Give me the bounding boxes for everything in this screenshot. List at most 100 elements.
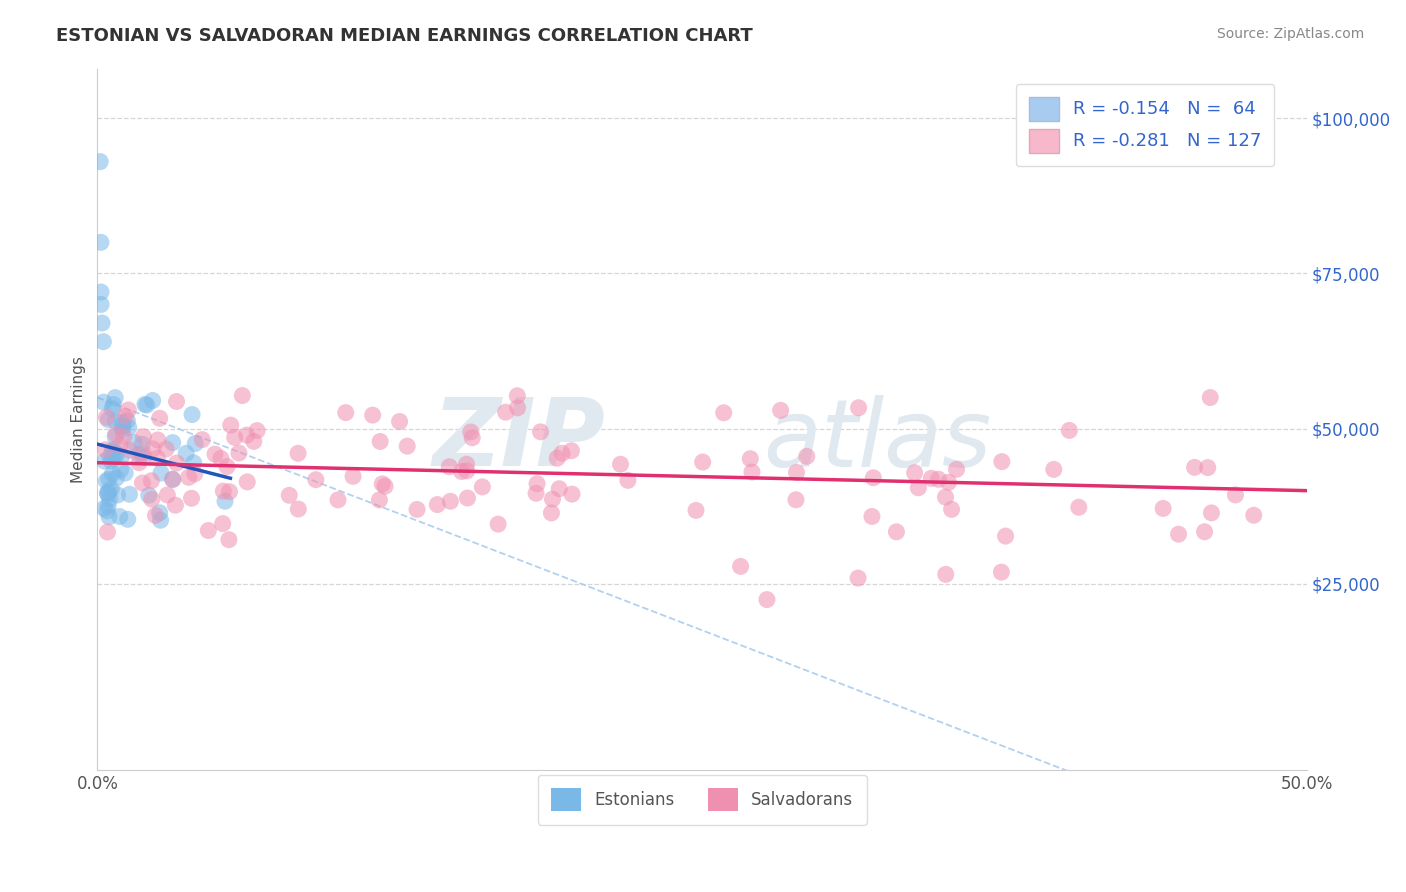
Point bbox=[685, 503, 707, 517]
Point bbox=[1184, 460, 1206, 475]
Point bbox=[730, 559, 752, 574]
Point bbox=[495, 405, 517, 419]
Point bbox=[89, 154, 111, 169]
Point bbox=[146, 451, 169, 466]
Point bbox=[548, 482, 571, 496]
Point bbox=[103, 398, 125, 412]
Point bbox=[132, 446, 155, 460]
Point bbox=[191, 433, 214, 447]
Point bbox=[114, 466, 136, 480]
Point bbox=[138, 488, 160, 502]
Point bbox=[287, 446, 309, 460]
Point bbox=[335, 406, 357, 420]
Point bbox=[128, 456, 150, 470]
Point bbox=[388, 415, 411, 429]
Point bbox=[184, 467, 207, 481]
Point bbox=[228, 446, 250, 460]
Point bbox=[96, 410, 118, 425]
Point bbox=[149, 506, 172, 520]
Point bbox=[142, 393, 165, 408]
Point bbox=[96, 524, 118, 539]
Point bbox=[755, 592, 778, 607]
Point bbox=[141, 474, 163, 488]
Point bbox=[96, 485, 118, 500]
Point bbox=[941, 502, 963, 516]
Point bbox=[118, 487, 141, 501]
Point bbox=[526, 476, 548, 491]
Point bbox=[104, 430, 127, 444]
Point bbox=[1059, 424, 1081, 438]
Point bbox=[1194, 524, 1216, 539]
Legend: Estonians, Salvadorans: Estonians, Salvadorans bbox=[537, 774, 866, 825]
Point bbox=[117, 403, 139, 417]
Point bbox=[97, 412, 120, 426]
Point bbox=[93, 395, 115, 409]
Point bbox=[135, 398, 157, 412]
Point bbox=[406, 502, 429, 516]
Point bbox=[461, 431, 484, 445]
Point bbox=[105, 471, 128, 485]
Point bbox=[990, 565, 1012, 579]
Point bbox=[278, 488, 301, 502]
Point bbox=[886, 524, 908, 539]
Point bbox=[938, 475, 960, 490]
Point bbox=[994, 529, 1017, 543]
Point bbox=[991, 455, 1014, 469]
Point bbox=[224, 430, 246, 444]
Point bbox=[93, 334, 115, 349]
Point bbox=[456, 457, 478, 471]
Point bbox=[162, 472, 184, 486]
Point bbox=[100, 454, 122, 468]
Point bbox=[101, 467, 124, 481]
Point bbox=[93, 454, 115, 468]
Point bbox=[529, 425, 551, 439]
Point bbox=[132, 430, 155, 444]
Point bbox=[540, 506, 562, 520]
Point bbox=[218, 484, 240, 499]
Point bbox=[935, 490, 957, 504]
Point bbox=[214, 494, 236, 508]
Point bbox=[209, 451, 232, 466]
Point bbox=[439, 494, 461, 508]
Point bbox=[131, 437, 153, 451]
Point bbox=[560, 443, 582, 458]
Point bbox=[91, 316, 114, 330]
Point bbox=[1199, 391, 1222, 405]
Point bbox=[342, 469, 364, 483]
Point bbox=[108, 509, 131, 524]
Point bbox=[1067, 500, 1090, 515]
Point bbox=[471, 480, 494, 494]
Point bbox=[524, 486, 547, 500]
Point bbox=[122, 435, 145, 450]
Point bbox=[215, 459, 238, 474]
Point bbox=[920, 471, 942, 485]
Point bbox=[184, 436, 207, 450]
Text: ZIP: ZIP bbox=[433, 394, 606, 486]
Point bbox=[146, 433, 169, 447]
Point bbox=[97, 484, 120, 499]
Point bbox=[104, 446, 127, 460]
Point bbox=[860, 509, 883, 524]
Point bbox=[741, 465, 763, 479]
Point bbox=[174, 446, 197, 460]
Point bbox=[218, 533, 240, 547]
Point bbox=[100, 482, 122, 496]
Point bbox=[96, 504, 118, 518]
Point bbox=[197, 524, 219, 538]
Point bbox=[945, 462, 967, 476]
Point bbox=[97, 499, 120, 513]
Point bbox=[104, 391, 127, 405]
Point bbox=[796, 450, 818, 464]
Point bbox=[361, 408, 384, 422]
Point bbox=[141, 492, 163, 507]
Point bbox=[128, 447, 150, 461]
Point bbox=[118, 443, 141, 458]
Point bbox=[104, 414, 127, 428]
Point bbox=[609, 457, 631, 471]
Point bbox=[506, 389, 529, 403]
Point bbox=[204, 447, 226, 461]
Point bbox=[561, 487, 583, 501]
Point bbox=[149, 513, 172, 527]
Point bbox=[713, 406, 735, 420]
Point bbox=[97, 487, 120, 501]
